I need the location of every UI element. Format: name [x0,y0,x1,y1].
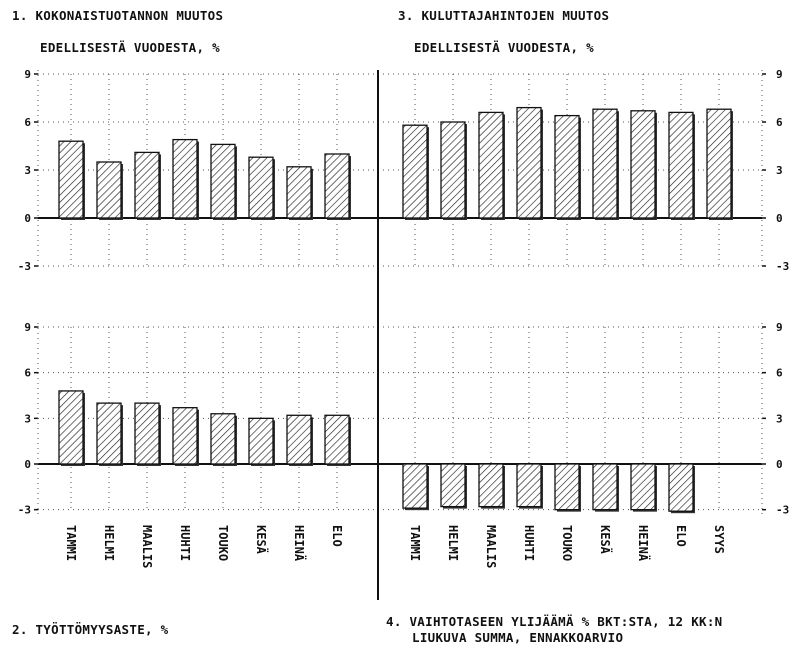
y-tick-label: 9 [24,321,31,334]
chart1-title-line2: EDELLISESTÄ VUODESTA, % [40,40,220,55]
bar [172,407,198,465]
y-tick-label: 3 [24,164,31,177]
category-label: TAMMI [408,525,422,561]
bar [630,110,656,219]
chart4-title-line2: LIUKUVA SUMMA, ENNAKKOARVIO [412,630,624,645]
y-tick-label: 0 [24,458,31,471]
category-label: HELMI [446,525,460,561]
bar [324,153,350,219]
category-label: ELO [674,525,688,547]
category-label: KESÄ [254,525,269,555]
y-tick-label: -3 [776,504,789,517]
y-tick-label: 6 [24,116,31,129]
category-label: MAALIS [140,525,154,568]
category-label: HUHTI [178,525,192,561]
y-tick-label: 0 [776,458,783,471]
y-tick-label: 3 [24,412,31,425]
chart4-title-line1: 4. VAIHTOTASEEN YLIJÄÄMÄ % BKT:STA, 12 K… [386,614,723,629]
bar [668,463,694,512]
bar [172,138,198,219]
chart3-title-line1: 3. KULUTTAJAHINTOJEN MUUTOS [398,8,610,23]
category-label: TAMMI [64,525,78,561]
bar [440,463,466,508]
chart2-title: 2. TYÖTTÖMYYSASTE, % [12,622,169,637]
bar [248,156,274,219]
bar [96,161,122,219]
bar [134,151,160,219]
bar [402,463,428,509]
category-label: HELMI [102,525,116,561]
y-tick-label: -3 [776,260,789,273]
bar [324,414,350,465]
category-label: TOUKO [216,525,230,561]
bar [630,463,656,511]
bar [58,390,84,465]
y-tick-label: 6 [776,367,783,380]
bar [96,402,122,465]
y-tick-label: 0 [776,212,783,225]
y-tick-label: 9 [776,321,783,334]
category-label: TOUKO [560,525,574,561]
y-tick-label: 3 [776,412,783,425]
bar [478,463,504,508]
bar [516,463,542,508]
bar [440,121,466,219]
category-label: SYYS [712,525,726,554]
bar [706,108,732,219]
bar [592,108,618,219]
bar [58,140,84,219]
y-tick-label: -3 [18,504,31,517]
chart1-title-line1: 1. KOKONAISTUOTANNON MUUTOS [12,8,224,23]
bar [286,166,312,219]
y-tick-label: 3 [776,164,783,177]
category-label: HEINÄ [292,525,307,562]
y-tick-label: 0 [24,212,31,225]
bar [478,111,504,219]
category-label: KESÄ [598,525,613,555]
y-tick-label: 6 [776,116,783,129]
bar [134,402,160,465]
y-tick-label: 9 [24,68,31,81]
bar [592,463,618,511]
chart3-title-line2: EDELLISESTÄ VUODESTA, % [414,40,594,55]
bar [248,417,274,465]
bar-layer [58,106,733,514]
bar [210,413,236,465]
y-tick-label: 9 [776,68,783,81]
category-label: HUHTI [522,525,536,561]
bar [210,143,236,219]
label-layer: -3 0 3 6 9 -3 0 3 6 9 -3 0 3 6 9 TAMMI HELMI MAALIS HUHTI T… [18,68,790,568]
bar [286,414,312,465]
bar [554,463,580,511]
bar [402,124,428,219]
bar [668,111,694,219]
bar [516,106,542,219]
category-label: ELO [330,525,344,547]
category-label: HEINÄ [636,525,651,562]
category-label: MAALIS [484,525,498,568]
bar [554,114,580,219]
y-tick-label: 6 [24,367,31,380]
y-tick-label: -3 [18,260,31,273]
